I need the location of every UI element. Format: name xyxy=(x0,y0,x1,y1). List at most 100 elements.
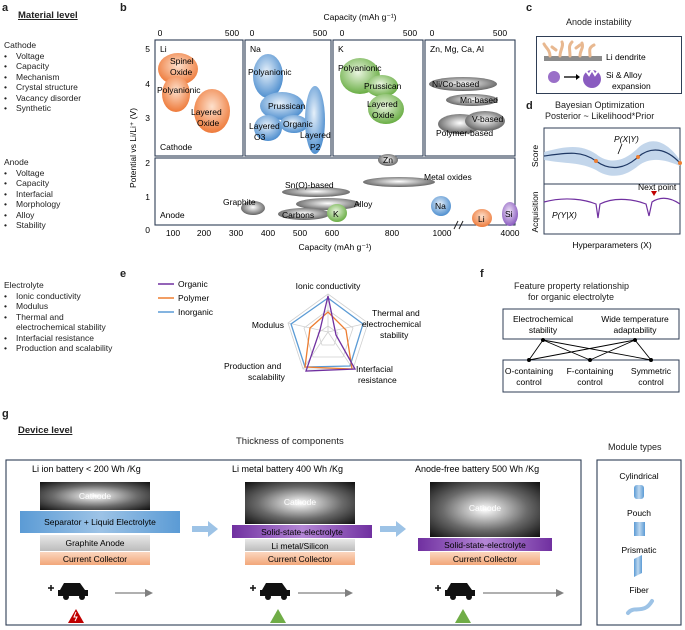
bayes-title: Bayesian Optimization xyxy=(555,100,645,110)
posterior-label: P(X|Y) xyxy=(614,134,639,144)
battery-2-title: Li metal battery 400 Wh /Kg xyxy=(232,464,343,474)
bottom-tick-500: 500 xyxy=(293,228,307,238)
device-level-diagram: Li ion battery < 200 Wh /Kg Cathode Sepa… xyxy=(5,459,682,626)
k-cathode-box xyxy=(332,39,424,157)
multivalent-ion-label: Zn, Mg, Ca, Al xyxy=(430,44,484,54)
electrolyte-property-item: Interfacial resistance xyxy=(4,333,114,344)
module-fiber-label: Fiber xyxy=(629,585,649,595)
oxide-label: Oxide xyxy=(170,67,192,77)
y-tick-1: 1 xyxy=(145,192,150,202)
expanded-particle-icon xyxy=(583,70,601,88)
battery-3-sse-label: Solid-state-electrolyte xyxy=(444,540,526,550)
cathode-property-item: Voltage xyxy=(4,51,81,62)
prussican-na-blob xyxy=(260,92,304,120)
feature-relationship-diagram: Electrochemical stability Wide temperatu… xyxy=(502,308,680,393)
cathode-property-item: Vacancy disorder xyxy=(4,93,81,104)
graphite-label: Graphite xyxy=(223,197,256,207)
layered-p2-label-1: Layered xyxy=(300,130,331,140)
next-point-marker xyxy=(651,191,657,196)
material-level-title: Material level xyxy=(18,10,78,21)
dendrite-icon xyxy=(542,40,596,58)
layered-oxide-li-blob xyxy=(194,89,230,133)
oxide-li-label: Oxide xyxy=(197,118,219,128)
cathode-property-item: Mechanism xyxy=(4,72,81,83)
anode-instability-frame xyxy=(536,36,682,94)
bottom-tick-100: 100 xyxy=(166,228,180,238)
warning-bolt xyxy=(73,611,78,622)
bottom-axis-label: Capacity (mAh g⁻¹) xyxy=(299,242,372,252)
battery-2-sse xyxy=(232,525,372,538)
polymer-based-label: Polymer-based xyxy=(436,128,493,138)
ev-row-1 xyxy=(48,583,153,623)
na-ion-label: Na xyxy=(250,44,261,54)
alloy-anode-label: Alloy xyxy=(354,199,373,209)
bayesian-optimization-plot: Score Acquisition P(X|Y) Next point P(Y|… xyxy=(530,127,682,250)
k-anode-blob xyxy=(327,204,347,222)
multivalent-cathode-box xyxy=(424,39,516,157)
electrolyte-property-item: Production and scalability xyxy=(4,343,114,354)
radar-series-polymer xyxy=(304,311,353,370)
na-anode-blob xyxy=(431,196,451,216)
prussican-k-label: Prussican xyxy=(364,81,402,91)
electrolyte-property-item: Thermal and electrochemical stability xyxy=(4,312,114,333)
tick-top-2: 0 xyxy=(250,28,255,38)
thickness-frame xyxy=(5,459,582,626)
y-tick-4: 4 xyxy=(145,79,150,89)
crack-mark xyxy=(585,68,599,77)
arrow-end xyxy=(633,338,637,342)
layered-o3-label-2: O3 xyxy=(254,132,266,142)
tick-top-1: 500 xyxy=(225,28,239,38)
graphite-blob xyxy=(241,201,265,215)
anode-property-item: Interfacial xyxy=(4,189,60,200)
battery-2-cathode-label: Cathode xyxy=(284,497,316,507)
polyanionic-na-label: Polyanionic xyxy=(248,67,292,77)
legend-organic-label: Organic xyxy=(178,279,209,289)
na-cathode-box xyxy=(244,39,332,157)
anode-instability-diagram: Li dendrite Si & Alloy expansion xyxy=(536,36,682,94)
radar-chart: Organic Polymer Inorganic Ionic conducti… xyxy=(158,279,421,385)
cathode-property-item: Capacity xyxy=(4,61,81,72)
tick-top-6: 0 xyxy=(430,28,435,38)
axis-thermal-2: electrochemical xyxy=(362,319,421,329)
fiber-cell-icon xyxy=(626,599,654,615)
carbons-blob xyxy=(278,208,330,220)
panel-label-e: e xyxy=(120,268,127,280)
arrow-end xyxy=(541,338,545,342)
score-axis-label: Score xyxy=(530,145,540,167)
si-particle-icon xyxy=(548,71,560,83)
module-cylindrical-label: Cylindrical xyxy=(619,471,658,481)
ni-co-label: Ni/Co-based xyxy=(432,79,480,89)
axis-interfacial-2: resistance xyxy=(358,375,397,385)
cathode-list: VoltageCapacityMechanismCrystal structur… xyxy=(4,51,81,114)
battery-1-separator xyxy=(20,511,180,533)
k-ion-label: K xyxy=(338,44,344,54)
node-f-containing-1: F-containing xyxy=(567,366,614,376)
observation-point xyxy=(636,155,640,159)
li-anode-label: Li xyxy=(478,214,485,224)
range-arrowhead-2 xyxy=(345,589,353,597)
v-based-label: V-based xyxy=(472,114,503,124)
posterior-pointer xyxy=(617,143,623,155)
battery-1-separator-label: Separator + Liquid Electrolyte xyxy=(44,517,156,527)
battery-2-sse-label: Solid-state-electrolyte xyxy=(261,527,343,537)
tick-top-5: 500 xyxy=(403,28,417,38)
si-anode-label: Si xyxy=(505,209,513,219)
thickness-title: Thickness of components xyxy=(236,436,344,447)
battery-2-li-metal xyxy=(245,539,355,551)
anode-property-item: Alloy xyxy=(4,210,60,221)
ev-car-icon xyxy=(48,583,88,600)
relationship-arrows xyxy=(528,339,652,361)
li-anode-blob xyxy=(472,209,492,227)
alloy-expansion-label-2: expansion xyxy=(612,81,651,91)
battery-3-cc-label: Current Collector xyxy=(453,554,517,564)
arrow-end xyxy=(649,358,653,362)
safe-icon xyxy=(455,609,471,623)
electrolyte-list: Ionic conductivityModulusThermal and ele… xyxy=(4,291,114,354)
next-point-label: Next point xyxy=(638,182,677,192)
anode-instability-title: Anode instability xyxy=(566,17,632,27)
expansion-arrowhead xyxy=(576,74,580,80)
battery-3-sse xyxy=(418,538,552,551)
feature-title-1: Feature property relationship xyxy=(514,281,630,291)
node-f-containing-2: control xyxy=(577,377,603,387)
node-symmetric-2: control xyxy=(638,377,664,387)
